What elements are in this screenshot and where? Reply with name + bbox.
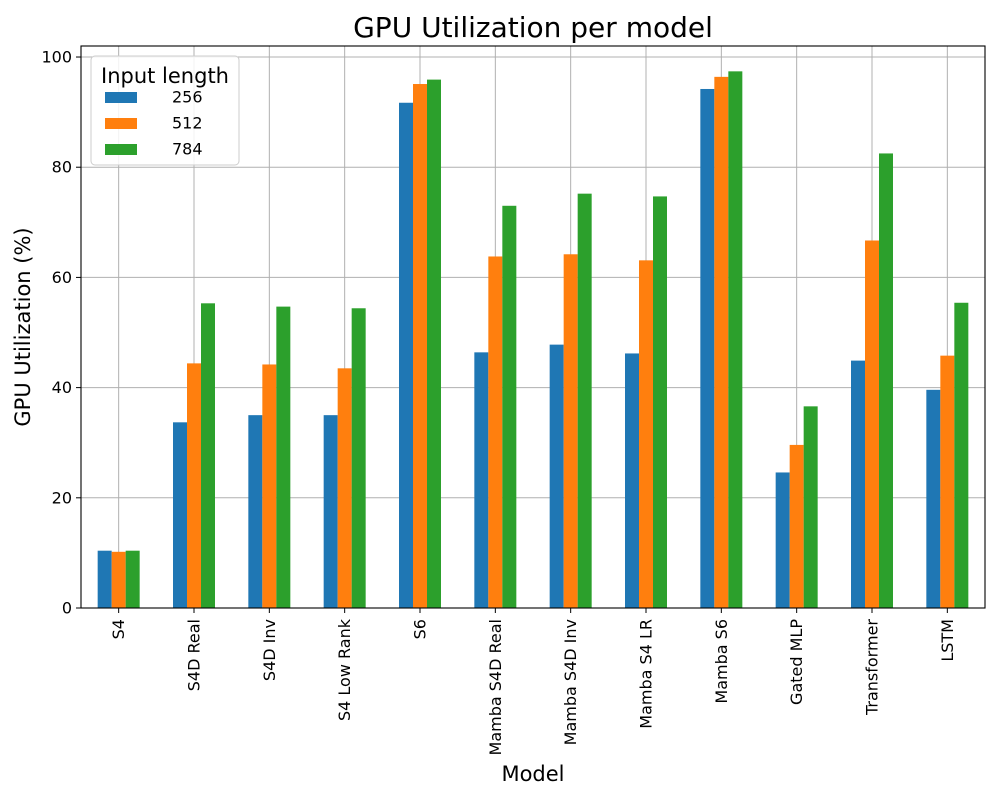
bar-784 [427, 79, 441, 608]
legend-label-256: 256 [172, 88, 203, 107]
bar-256 [399, 102, 413, 608]
legend: Input length 256 512 784 [90, 55, 240, 166]
x-tick-label: S4D Real [185, 619, 204, 691]
bar-784 [653, 196, 667, 608]
bar-512 [639, 260, 653, 608]
bar-784 [954, 302, 969, 608]
bar-512 [714, 76, 729, 608]
bar-256 [625, 353, 639, 608]
bar-512 [413, 84, 427, 609]
bar-256 [323, 415, 338, 608]
bar-512 [262, 364, 277, 608]
bar-784 [276, 306, 291, 608]
x-tick-label: Mamba S4D Real [486, 619, 505, 755]
bar-512 [865, 240, 879, 608]
y-tick-label: 60 [52, 268, 72, 287]
bar-256 [700, 88, 715, 609]
y-tick-label: 80 [52, 158, 72, 177]
bar-784 [577, 193, 592, 608]
bar-512 [488, 256, 503, 608]
bar-512 [111, 551, 126, 608]
bar-784 [351, 308, 366, 608]
bar-256 [775, 472, 790, 608]
bar-256 [173, 422, 187, 608]
x-tick-label: Mamba S6 [712, 619, 731, 704]
legend-swatch-512 [105, 118, 137, 129]
bar-256 [248, 415, 263, 608]
legend-swatch-256 [105, 92, 137, 103]
x-tick-label: S4 Low Rank [335, 618, 354, 721]
bar-784 [201, 303, 215, 608]
x-tick-label: S6 [411, 619, 430, 639]
bar-512 [789, 444, 804, 608]
bar-512 [187, 363, 201, 608]
bar-784 [502, 205, 517, 609]
bars [97, 71, 969, 609]
bar-512 [563, 254, 578, 609]
legend-items: 256 512 784 [105, 88, 203, 159]
x-tick-label: Mamba S4 LR [637, 619, 656, 729]
bar-784 [125, 550, 140, 608]
y-tick-label: 40 [52, 378, 72, 397]
bar-784 [728, 71, 743, 609]
bar-256 [926, 389, 941, 608]
y-tick-label: 20 [52, 488, 72, 507]
x-tick-label: LSTM [938, 619, 957, 662]
bar-784 [879, 153, 893, 609]
x-tick-label: Transformer [863, 619, 882, 716]
legend-box [90, 55, 240, 166]
bar-256 [851, 360, 865, 608]
x-tick-label: Gated MLP [787, 619, 806, 705]
bar-784 [803, 406, 818, 608]
y-axis-label: GPU Utilization (%) [11, 227, 35, 426]
legend-title: Input length [101, 64, 229, 88]
plot-frame [80, 45, 986, 609]
legend-swatch-784 [105, 144, 137, 155]
y-tick-label: 0 [62, 599, 72, 618]
x-axis-label: Model [501, 762, 564, 786]
y-tick-label: 100 [41, 48, 72, 67]
bar-512 [337, 368, 352, 608]
x-tick-label: Mamba S4D Inv [561, 619, 580, 745]
legend-label-512: 512 [172, 114, 203, 133]
bar-256 [549, 344, 564, 608]
bar-512 [940, 355, 955, 608]
bar-256 [474, 352, 489, 608]
ticks: 0 20 40 60 80 100 S4 S4D Real S4D Inv S4 Low Rank… [41, 48, 956, 756]
x-tick-label: S4 [109, 619, 128, 639]
x-tick-label: S4D Inv [260, 619, 279, 681]
bar-256 [97, 550, 112, 608]
chart-title: GPU Utilization per model [353, 11, 713, 44]
legend-label-784: 784 [172, 140, 203, 159]
